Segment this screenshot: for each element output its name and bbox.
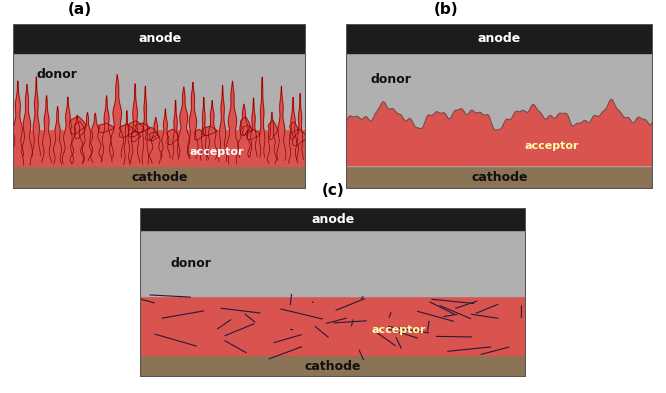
- Text: acceptor: acceptor: [189, 147, 244, 157]
- Polygon shape: [240, 117, 250, 136]
- Text: (b): (b): [434, 2, 458, 17]
- Bar: [140, 230, 526, 296]
- Polygon shape: [124, 111, 130, 165]
- Polygon shape: [129, 121, 144, 137]
- Polygon shape: [53, 107, 62, 164]
- Polygon shape: [250, 98, 257, 157]
- Text: donor: donor: [37, 68, 78, 81]
- Polygon shape: [111, 74, 124, 158]
- Bar: [346, 24, 653, 53]
- Polygon shape: [145, 128, 158, 140]
- Text: cathode: cathode: [132, 171, 188, 184]
- Polygon shape: [41, 95, 51, 163]
- Polygon shape: [226, 81, 238, 164]
- Polygon shape: [62, 97, 73, 163]
- Polygon shape: [150, 117, 162, 163]
- Text: anode: anode: [139, 32, 181, 45]
- Polygon shape: [207, 101, 217, 159]
- Text: donor: donor: [170, 257, 212, 270]
- Polygon shape: [242, 125, 252, 135]
- Polygon shape: [142, 86, 149, 164]
- Polygon shape: [247, 130, 260, 140]
- Polygon shape: [288, 97, 298, 163]
- Polygon shape: [178, 87, 190, 158]
- Polygon shape: [119, 125, 135, 138]
- Text: acceptor: acceptor: [372, 325, 426, 335]
- Polygon shape: [135, 123, 150, 133]
- Polygon shape: [202, 127, 217, 136]
- Bar: [140, 296, 526, 355]
- Bar: [346, 165, 653, 189]
- Polygon shape: [172, 100, 179, 159]
- Polygon shape: [101, 95, 112, 162]
- Text: (c): (c): [322, 182, 344, 198]
- Polygon shape: [88, 113, 103, 161]
- Bar: [140, 208, 526, 230]
- Bar: [140, 355, 526, 377]
- Polygon shape: [297, 94, 304, 160]
- Text: cathode: cathode: [472, 171, 527, 184]
- Polygon shape: [131, 84, 140, 163]
- Text: anode: anode: [312, 213, 354, 226]
- Polygon shape: [290, 122, 298, 139]
- Polygon shape: [277, 86, 286, 160]
- Polygon shape: [292, 129, 306, 146]
- Polygon shape: [346, 99, 653, 165]
- Bar: [13, 53, 306, 129]
- Polygon shape: [12, 81, 23, 156]
- Polygon shape: [149, 132, 159, 141]
- Polygon shape: [22, 84, 32, 165]
- Text: cathode: cathode: [305, 360, 361, 373]
- Polygon shape: [167, 129, 179, 145]
- Text: donor: donor: [371, 73, 412, 86]
- Bar: [346, 53, 653, 165]
- Text: (a): (a): [68, 2, 92, 17]
- Text: acceptor: acceptor: [524, 141, 579, 151]
- Polygon shape: [82, 112, 93, 163]
- Polygon shape: [161, 109, 170, 158]
- Polygon shape: [188, 82, 198, 158]
- Polygon shape: [218, 85, 226, 162]
- Polygon shape: [260, 77, 265, 158]
- Polygon shape: [99, 123, 114, 132]
- Bar: [13, 129, 306, 165]
- Text: anode: anode: [478, 32, 521, 45]
- Polygon shape: [268, 112, 276, 163]
- Bar: [13, 165, 306, 189]
- Polygon shape: [268, 121, 277, 140]
- Bar: [13, 24, 306, 53]
- Polygon shape: [131, 131, 141, 142]
- Polygon shape: [194, 130, 204, 140]
- Polygon shape: [33, 77, 40, 156]
- Polygon shape: [70, 115, 84, 164]
- Polygon shape: [71, 117, 86, 134]
- Polygon shape: [75, 121, 85, 139]
- Polygon shape: [238, 104, 250, 158]
- Polygon shape: [200, 97, 207, 160]
